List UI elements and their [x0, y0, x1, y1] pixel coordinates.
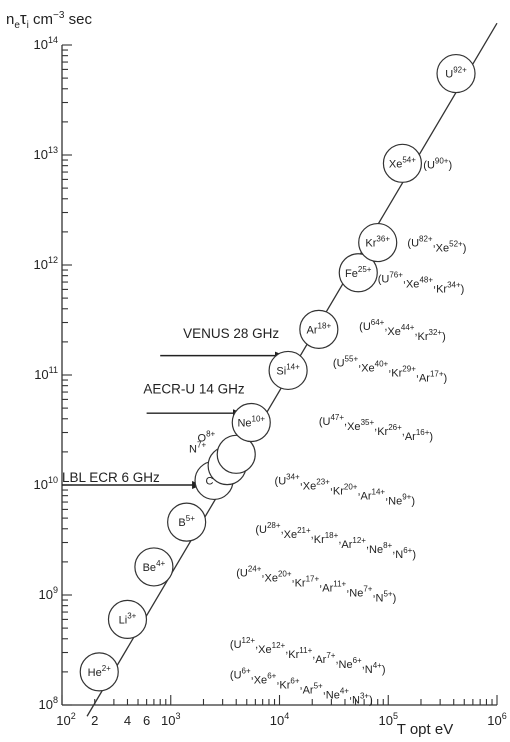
- x-axis-title: T opt eV: [397, 721, 453, 738]
- x-tick-label: 102: [56, 711, 75, 728]
- ion-circle: [299, 309, 339, 349]
- ion-circle: [79, 652, 119, 692]
- ion-group-label: (U34+,Xe23+,Kr20+,Ar14+,Ne9+): [275, 472, 416, 507]
- ion-label: B5+: [178, 514, 195, 529]
- facility-label: AECR-U 14 GHz: [143, 382, 245, 397]
- ion-circle: [216, 434, 256, 474]
- y-axis-title: neτi cm−3 sec: [6, 9, 92, 31]
- ion-circle: [338, 253, 378, 293]
- facility-label: VENUS 28 GHz: [183, 326, 279, 341]
- axis-titles: neτi cm−3 sec T opt eV: [6, 9, 453, 738]
- x-tick-label: 103: [161, 711, 180, 728]
- ion-circle: [436, 53, 476, 94]
- ion-label: Si14+: [276, 362, 300, 377]
- ion-points: He2+Li3+Be4+B5+C6+N7+O8+Ne10+Si14+Ar18+F…: [79, 53, 476, 692]
- facility-label: LBL ECR 6 GHz: [62, 470, 160, 485]
- ion-group-labels: (U90+) (U82+,Xe52+) (U76+,Xe48+,Kr34+) (U64…: [230, 156, 466, 706]
- y-tick-label: 1010: [34, 475, 58, 492]
- ion-group-label: (U90+): [423, 156, 452, 171]
- x-tick-label: 4: [124, 713, 131, 728]
- ion-point: He2+: [79, 652, 119, 692]
- ion-circle: [358, 222, 398, 263]
- ion-group-label: (U28+,Xe21+,Kr18+,Ar12+,Ne8+,N6+): [255, 521, 416, 561]
- ion-group-label: (U82+,Xe52+): [407, 235, 466, 255]
- ion-circle: [268, 350, 308, 391]
- facility-annotations: VENUS 28 GHz AECR-U 14 GHz LBL ECR 6 GHz: [62, 326, 286, 489]
- ion-group-label: (U6+,Xe6+,Kr6+,Ar5+,Ne4+,N3+): [230, 666, 373, 706]
- ion-point: Xe54+: [382, 143, 423, 183]
- ion-circle: [134, 547, 174, 587]
- x-tick-label: 106: [487, 711, 506, 728]
- ion-label: O8+: [198, 429, 216, 444]
- ion-point: Fe25+: [338, 253, 378, 293]
- ion-point: U92+: [436, 53, 476, 94]
- ion-point: Be4+: [134, 547, 174, 587]
- ion-label: N7+: [189, 441, 206, 456]
- y-tick-label: 1014: [34, 35, 58, 52]
- ion-group-label: (U64+,Xe44+,Kr32+): [359, 318, 446, 343]
- x-tick-label: 2: [91, 713, 98, 728]
- ion-circle: [231, 402, 271, 443]
- ion-label: Fe25+: [345, 265, 372, 280]
- x-tick-label: 104: [270, 711, 289, 728]
- y-tick-label: 108: [39, 695, 58, 712]
- y-tick-label: 1011: [34, 365, 58, 382]
- ion-label: Xe54+: [389, 155, 416, 170]
- ion-circle: [167, 502, 207, 542]
- ion-label: Be4+: [143, 559, 166, 574]
- ion-circle: [107, 599, 148, 640]
- ion-point: Si14+: [268, 350, 308, 391]
- ion-point: Li3+: [107, 599, 148, 640]
- ion-group-label: (U47+,Xe35+,Kr26+,Ar16+): [319, 413, 433, 443]
- ion-label: He2+: [88, 664, 112, 679]
- x-tick-label: 105: [379, 711, 398, 728]
- y-tick-label: 1012: [34, 255, 58, 272]
- ion-label: Ar18+: [307, 321, 332, 336]
- ion-group-label: (U24+,Xe20+,Kr17+,Ar11+,Ne7+,N5+): [236, 565, 396, 605]
- ion-group-label: (U12+,Xe12+,Kr11+,Ar7+,Ne6+,N4+): [230, 636, 386, 676]
- y-tick-label: 109: [39, 585, 58, 602]
- axis-ticks: [61, 44, 498, 706]
- ion-point: Kr36+: [358, 222, 398, 263]
- ion-circle: [382, 143, 423, 183]
- ion-label: Li3+: [119, 611, 137, 626]
- x-tick-label: 6: [143, 713, 150, 728]
- tick-labels: 102 2 4 6 103 104 105 106 108 109 1010 1011 1012 1013…: [34, 35, 507, 728]
- ion-group-label: (U76+,Xe48+,Kr34+): [378, 271, 465, 296]
- ion-label: U92+: [445, 66, 467, 81]
- ion-group-label: (U55+,Xe40+,Kr29+,Ar17+): [333, 354, 447, 384]
- ion-point: O8+: [198, 429, 256, 474]
- ion-point: Ne10+: [231, 402, 271, 443]
- ion-label: Kr36+: [365, 235, 390, 250]
- ion-point: Ar18+: [299, 309, 339, 349]
- ion-point: B5+: [167, 502, 207, 542]
- ion-label: Ne10+: [237, 414, 265, 429]
- y-tick-label: 1013: [34, 145, 58, 162]
